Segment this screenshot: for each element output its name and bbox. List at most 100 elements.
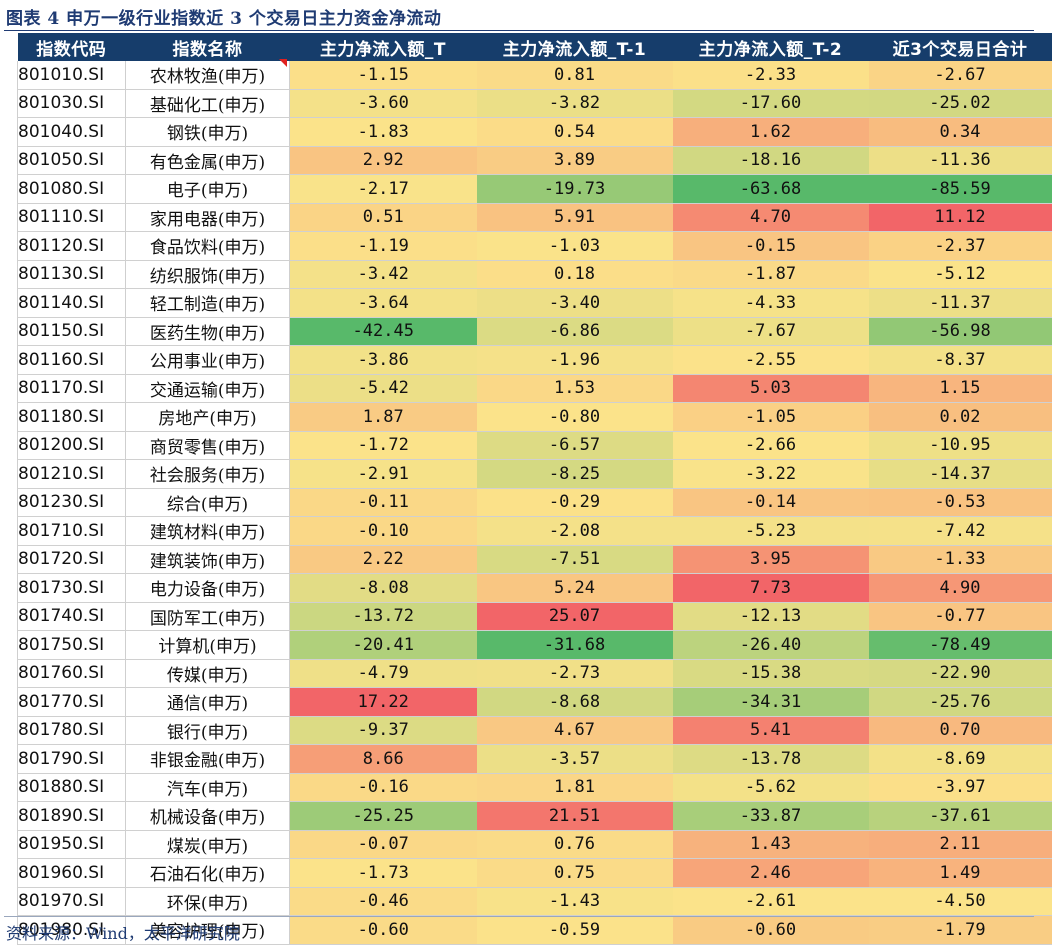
fund-flow-table: 指数代码 指数名称 主力净流入额_T 主力净流入额_T-1 主力净流入额_T-2… bbox=[17, 33, 1052, 945]
value-sum: -22.90 bbox=[868, 659, 1052, 688]
value-t2: -0.60 bbox=[672, 915, 869, 945]
value-sum: -14.37 bbox=[868, 459, 1052, 489]
index-name: 医药生物(申万) bbox=[125, 317, 290, 346]
index-code: 801790.SI bbox=[17, 744, 126, 774]
value-t2: -0.15 bbox=[672, 231, 869, 261]
table-row: 801120.SI 食品饮料(申万) -1.19 -1.03 -0.15 -2.37 bbox=[17, 231, 1052, 261]
value-t: -5.42 bbox=[289, 374, 477, 403]
value-t: 1.87 bbox=[289, 402, 477, 432]
value-sum: -78.49 bbox=[868, 630, 1052, 660]
value-sum: -11.37 bbox=[868, 288, 1052, 318]
value-sum: -7.42 bbox=[868, 516, 1052, 546]
index-code: 801770.SI bbox=[17, 687, 126, 717]
index-code: 801730.SI bbox=[17, 573, 126, 603]
value-t1: 0.18 bbox=[476, 260, 673, 289]
table-row: 801200.SI 商贸零售(申万) -1.72 -6.57 -2.66 -10.95 bbox=[17, 431, 1052, 460]
value-sum: 11.12 bbox=[868, 203, 1052, 232]
value-t: -3.86 bbox=[289, 345, 477, 375]
value-t1: -7.51 bbox=[476, 545, 673, 574]
index-code: 801720.SI bbox=[17, 545, 126, 574]
value-sum: 2.11 bbox=[868, 830, 1052, 859]
table-row: 801080.SI 电子(申万) -2.17 -19.73 -63.68 -85.59 bbox=[17, 174, 1052, 204]
table-row: 801770.SI 通信(申万) 17.22 -8.68 -34.31 -25.76 bbox=[17, 687, 1052, 717]
value-t2: 5.03 bbox=[672, 374, 869, 403]
value-t: -0.60 bbox=[289, 915, 477, 945]
value-sum: -56.98 bbox=[868, 317, 1052, 346]
value-t1: -1.43 bbox=[476, 887, 673, 916]
table-row: 801010.SI 农林牧渔(申万) -1.15 0.81 -2.33 -2.67 bbox=[17, 61, 1052, 90]
value-t: 2.22 bbox=[289, 545, 477, 574]
index-code: 801960.SI bbox=[17, 858, 126, 888]
index-name: 轻工制造(申万) bbox=[125, 288, 290, 318]
value-t: -25.25 bbox=[289, 801, 477, 831]
value-sum: -2.67 bbox=[868, 61, 1052, 90]
index-code: 801120.SI bbox=[17, 231, 126, 261]
index-name: 家用电器(申万) bbox=[125, 203, 290, 232]
table-row: 801740.SI 国防军工(申万) -13.72 25.07 -12.13 -0.77 bbox=[17, 602, 1052, 631]
value-t1: -0.80 bbox=[476, 402, 673, 432]
value-t1: -3.82 bbox=[476, 89, 673, 118]
header-code: 指数代码 bbox=[17, 33, 126, 61]
index-code: 801980.SI bbox=[17, 915, 126, 945]
table-row: 801720.SI 建筑装饰(申万) 2.22 -7.51 3.95 -1.33 bbox=[17, 545, 1052, 574]
index-code: 801050.SI bbox=[17, 146, 126, 175]
value-t2: 5.41 bbox=[672, 716, 869, 745]
value-sum: -8.69 bbox=[868, 744, 1052, 774]
value-t2: -7.67 bbox=[672, 317, 869, 346]
value-t2: 2.46 bbox=[672, 858, 869, 888]
table-row: 801750.SI 计算机(申万) -20.41 -31.68 -26.40 -78.49 bbox=[17, 630, 1052, 660]
value-t1: 21.51 bbox=[476, 801, 673, 831]
value-t: -20.41 bbox=[289, 630, 477, 660]
index-name: 建筑装饰(申万) bbox=[125, 545, 290, 574]
value-t2: -1.05 bbox=[672, 402, 869, 432]
value-t1: 1.81 bbox=[476, 773, 673, 802]
table-row: 801730.SI 电力设备(申万) -8.08 5.24 7.73 4.90 bbox=[17, 573, 1052, 603]
table-row: 801790.SI 非银金融(申万) 8.66 -3.57 -13.78 -8.69 bbox=[17, 744, 1052, 774]
table-row: 801160.SI 公用事业(申万) -3.86 -1.96 -2.55 -8.37 bbox=[17, 345, 1052, 375]
value-t2: -0.14 bbox=[672, 488, 869, 517]
index-name: 通信(申万) bbox=[125, 687, 290, 717]
value-sum: -10.95 bbox=[868, 431, 1052, 460]
value-sum: 1.49 bbox=[868, 858, 1052, 888]
value-t2: -2.61 bbox=[672, 887, 869, 916]
value-t: -3.60 bbox=[289, 89, 477, 118]
table-row: 801030.SI 基础化工(申万) -3.60 -3.82 -17.60 -25.02 bbox=[17, 89, 1052, 118]
value-t: -8.08 bbox=[289, 573, 477, 603]
index-name: 农林牧渔(申万) bbox=[125, 61, 290, 90]
value-t1: -19.73 bbox=[476, 174, 673, 204]
header-t1: 主力净流入额_T-1 bbox=[476, 33, 673, 61]
value-sum: -4.50 bbox=[868, 887, 1052, 916]
value-sum: -85.59 bbox=[868, 174, 1052, 204]
value-t1: -31.68 bbox=[476, 630, 673, 660]
value-t: -0.46 bbox=[289, 887, 477, 916]
value-t: -3.64 bbox=[289, 288, 477, 318]
value-t: -1.73 bbox=[289, 858, 477, 888]
index-code: 801750.SI bbox=[17, 630, 126, 660]
index-code: 801160.SI bbox=[17, 345, 126, 375]
index-name: 纺织服饰(申万) bbox=[125, 260, 290, 289]
index-code: 801890.SI bbox=[17, 801, 126, 831]
value-t2: -33.87 bbox=[672, 801, 869, 831]
index-name: 机械设备(申万) bbox=[125, 801, 290, 831]
index-code: 801740.SI bbox=[17, 602, 126, 631]
title-divider bbox=[4, 30, 1034, 31]
table-row: 801950.SI 煤炭(申万) -0.07 0.76 1.43 2.11 bbox=[17, 830, 1052, 859]
value-sum: -1.79 bbox=[868, 915, 1052, 945]
value-t: -3.42 bbox=[289, 260, 477, 289]
index-code: 801140.SI bbox=[17, 288, 126, 318]
table-row: 801710.SI 建筑材料(申万) -0.10 -2.08 -5.23 -7.42 bbox=[17, 516, 1052, 546]
index-name: 煤炭(申万) bbox=[125, 830, 290, 859]
value-sum: 0.70 bbox=[868, 716, 1052, 745]
index-name: 钢铁(申万) bbox=[125, 117, 290, 147]
value-t2: 1.62 bbox=[672, 117, 869, 147]
table-row: 801150.SI 医药生物(申万) -42.45 -6.86 -7.67 -56.98 bbox=[17, 317, 1052, 346]
index-name: 非银金融(申万) bbox=[125, 744, 290, 774]
value-t2: 7.73 bbox=[672, 573, 869, 603]
header-t2: 主力净流入额_T-2 bbox=[672, 33, 869, 61]
value-t2: -2.55 bbox=[672, 345, 869, 375]
value-t: -9.37 bbox=[289, 716, 477, 745]
value-t1: -0.29 bbox=[476, 488, 673, 517]
value-t: -4.79 bbox=[289, 659, 477, 688]
index-code: 801130.SI bbox=[17, 260, 126, 289]
value-t: -1.19 bbox=[289, 231, 477, 261]
